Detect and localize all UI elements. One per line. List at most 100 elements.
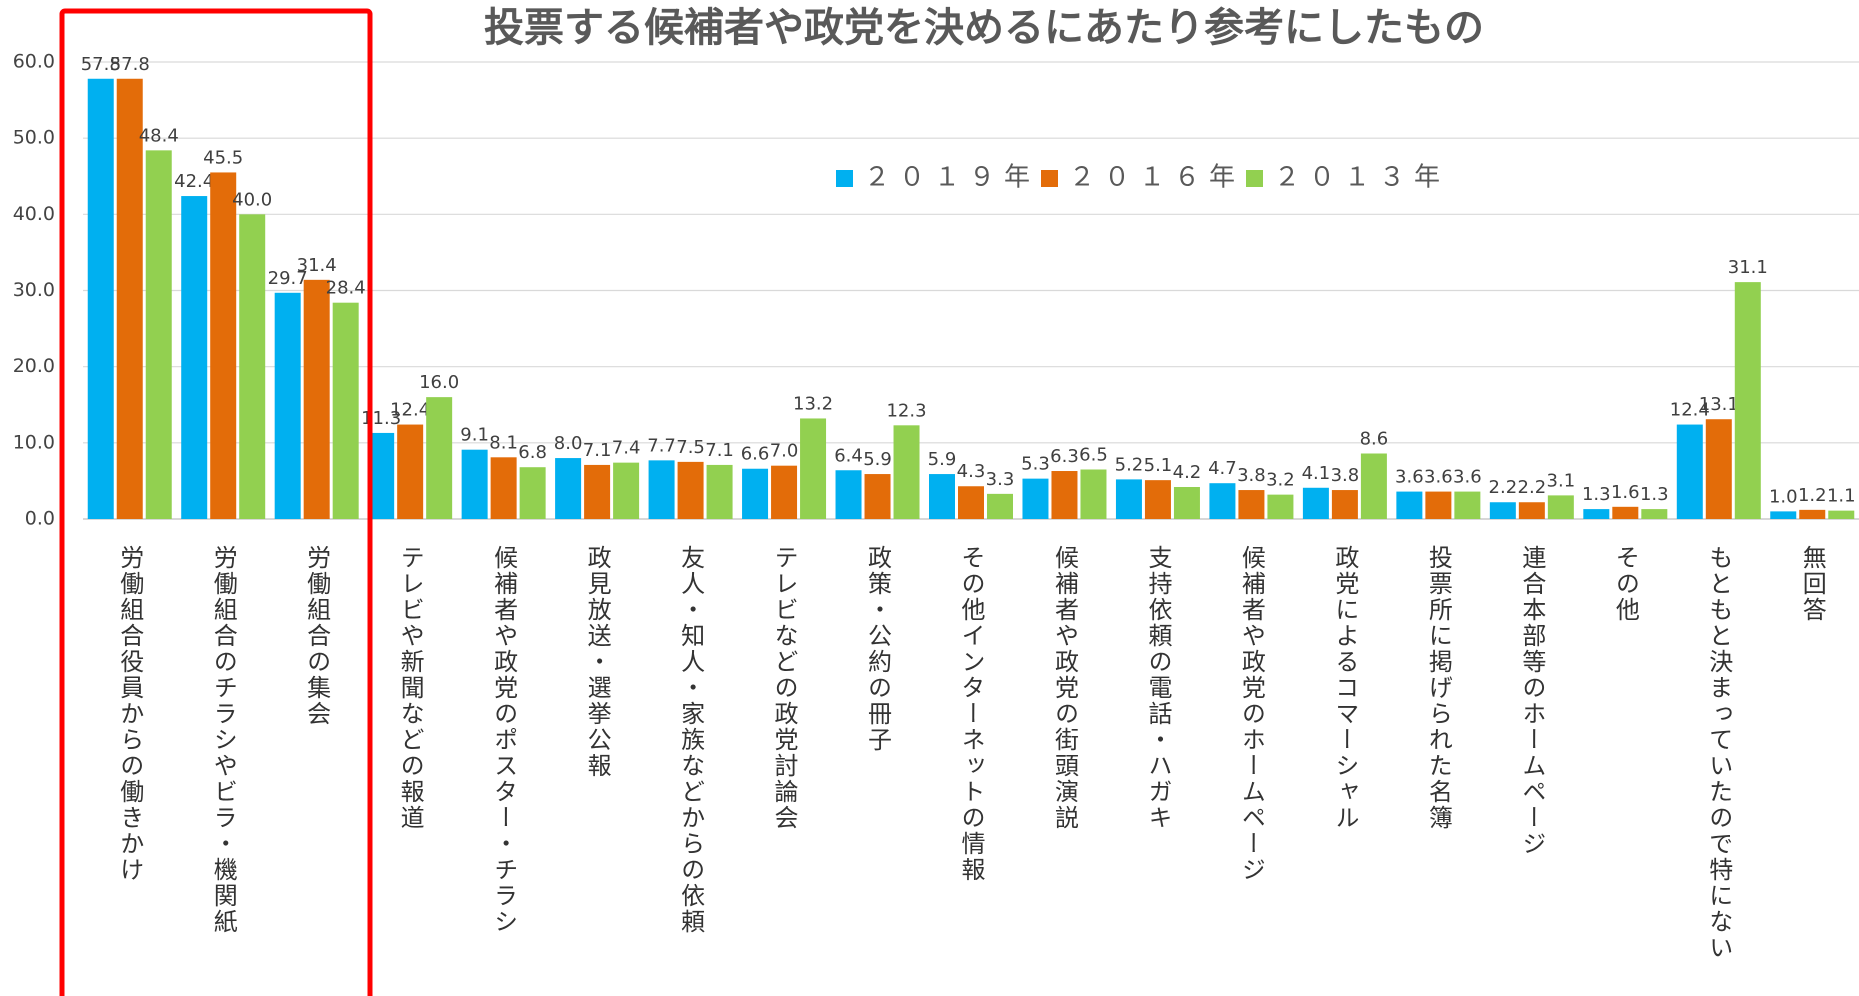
legend-label: ２０１６年 — [1069, 163, 1244, 193]
legend-swatch — [1246, 170, 1263, 187]
bar — [987, 494, 1013, 519]
x-tick-label: テレビなどの政党討論会 — [770, 545, 798, 831]
bar — [1396, 492, 1422, 519]
data-label: 42.4 — [174, 171, 214, 192]
bar — [958, 486, 984, 519]
bar — [397, 425, 423, 519]
y-tick-label: 10.0 — [13, 431, 55, 453]
data-label: 1.3 — [1640, 484, 1669, 505]
x-tick-label: 政策・公約の冊子 — [864, 545, 892, 753]
data-label: 5.1 — [1144, 455, 1173, 476]
bar — [1799, 510, 1825, 519]
data-label: 45.5 — [203, 147, 243, 168]
data-label: 7.4 — [612, 438, 641, 459]
data-label: 1.1 — [1827, 486, 1856, 507]
data-label: 16.0 — [419, 372, 459, 393]
data-label: 9.1 — [460, 425, 489, 446]
x-tick-label: 投票所に掲げられた名簿 — [1424, 545, 1452, 831]
bar — [1145, 480, 1171, 519]
data-label: 1.3 — [1582, 484, 1611, 505]
bar — [1641, 509, 1667, 519]
bar — [1612, 507, 1638, 519]
x-tick-label: 候補者や政党のポスター・チラシ — [490, 545, 518, 935]
x-tick-label: 無回答 — [1798, 545, 1826, 623]
data-label: 1.6 — [1611, 482, 1640, 503]
bar — [1116, 479, 1142, 519]
bar — [929, 474, 955, 519]
data-label: 3.8 — [1237, 465, 1266, 486]
data-label: 7.5 — [676, 437, 705, 458]
data-label: 6.3 — [1050, 446, 1079, 467]
x-tick-label: 政党によるコマーシャル — [1331, 545, 1359, 831]
bar — [649, 460, 675, 519]
data-label: 3.6 — [1453, 467, 1482, 488]
data-label: 1.2 — [1798, 485, 1827, 506]
bar — [865, 474, 891, 519]
x-tick-label: テレビや新聞などの報道 — [396, 545, 424, 831]
data-label: 31.4 — [297, 255, 337, 276]
x-tick-label: その他インターネットの情報 — [957, 545, 985, 883]
data-label: 12.4 — [390, 400, 430, 421]
legend-label: ２０１９年 — [864, 163, 1039, 193]
x-tick-label: 候補者や政党の街頭演説 — [1050, 545, 1078, 831]
bar — [1332, 490, 1358, 519]
bar — [1303, 488, 1329, 519]
data-label: 6.4 — [834, 445, 863, 466]
bar — [181, 196, 207, 519]
bar — [555, 458, 581, 519]
data-label: 4.2 — [1173, 462, 1202, 483]
data-label: 6.5 — [1079, 444, 1108, 465]
x-tick-label: 友人・知人・家族などからの依頼 — [677, 545, 705, 935]
bar — [1174, 487, 1200, 519]
data-label: 5.9 — [928, 449, 957, 470]
bar — [742, 469, 768, 519]
y-tick-label: 0.0 — [25, 508, 55, 530]
bar — [1238, 490, 1264, 519]
bar — [800, 418, 826, 519]
data-label: 7.1 — [705, 440, 734, 461]
bar — [1267, 495, 1293, 519]
data-label: 5.2 — [1115, 454, 1144, 475]
bar — [1425, 492, 1451, 519]
data-label: 4.1 — [1302, 463, 1331, 484]
data-label: 3.6 — [1424, 467, 1453, 488]
bar — [894, 425, 920, 519]
bar — [1454, 492, 1480, 519]
data-label: 40.0 — [232, 189, 272, 210]
bar — [1361, 453, 1387, 519]
bar — [426, 397, 452, 519]
data-label: 4.3 — [957, 461, 986, 482]
x-tick-label: 支持依頼の電話・ハガキ — [1144, 545, 1172, 831]
bar — [1828, 511, 1854, 519]
data-label: 3.8 — [1331, 465, 1360, 486]
bar — [613, 463, 639, 519]
bar — [520, 467, 546, 519]
x-tick-label: 候補者や政党のホームページ — [1237, 545, 1265, 883]
bar — [1051, 471, 1077, 519]
data-label: 6.6 — [741, 444, 770, 465]
bar — [146, 150, 172, 519]
chart-title: 投票する候補者や政党を決めるにあたり参考にしたもの — [484, 5, 1484, 51]
data-label: 5.9 — [863, 449, 892, 470]
bar — [275, 293, 301, 519]
bar — [333, 303, 359, 519]
data-label: 31.1 — [1728, 257, 1768, 278]
bar — [678, 462, 704, 519]
chart: 投票する候補者や政党を決めるにあたり参考にしたもの 0.010.020.030.… — [0, 0, 1859, 996]
y-tick-label: 50.0 — [13, 127, 55, 149]
bar — [1583, 509, 1609, 519]
data-label: 4.7 — [1208, 458, 1237, 479]
data-label: 1.0 — [1769, 486, 1798, 507]
x-tick-label: 連合本部等のホームページ — [1518, 545, 1546, 857]
data-label: 8.6 — [1360, 428, 1389, 449]
bar — [707, 465, 733, 519]
bar — [584, 465, 610, 519]
bar — [836, 470, 862, 519]
legend-swatch — [836, 170, 853, 187]
bar — [771, 466, 797, 519]
bar — [1706, 419, 1732, 519]
x-tick-label: もともと決まっていたので特にない — [1705, 545, 1733, 961]
bar — [1080, 469, 1106, 519]
data-label: 7.1 — [583, 440, 612, 461]
bar — [462, 450, 488, 519]
